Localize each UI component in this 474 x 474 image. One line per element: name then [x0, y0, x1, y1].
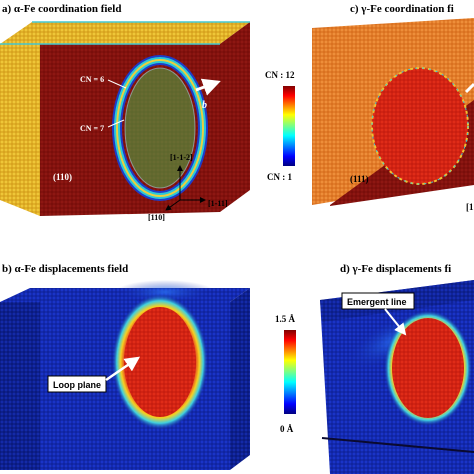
cn-colorbar: CN : 12 CN : 1	[265, 70, 295, 182]
a-cn7-label: CN = 7	[80, 124, 104, 133]
d-callout-label: Emergent line	[347, 297, 407, 307]
b-side-face	[230, 288, 250, 470]
b-end-face	[0, 302, 40, 470]
axes-triad: [1-1-2] [1-11] [110]	[148, 153, 228, 222]
a-plane-label: (110)	[53, 172, 72, 182]
cn-max-label: CN : 12	[265, 70, 295, 80]
axis-right-label: [1-11]	[208, 199, 228, 208]
a-burgers-arrow	[195, 78, 221, 96]
a-cn6-label: CN = 6	[80, 75, 104, 84]
a-end-face	[0, 44, 40, 216]
cn-gradient-bar	[283, 86, 295, 166]
c-loop-disc	[372, 68, 468, 184]
disp-colorbar: 1.5 Å 0 Å	[275, 314, 296, 434]
a-burgers-label: b	[202, 100, 207, 111]
b-callout-box	[47, 375, 107, 393]
panel-c: c) γ-Fe coordination fi (111) [1	[312, 3, 474, 212]
a-loop-disc	[125, 68, 195, 188]
c-edge-label: [1	[466, 202, 474, 212]
panel-b: b) α-Fe displacements field Loop plane	[0, 263, 250, 470]
a-top-face	[0, 22, 250, 44]
disp-min-label: 0 Å	[280, 424, 294, 434]
panel-d-title: d) γ-Fe displacements fi	[340, 263, 451, 275]
d-loop-disc	[392, 318, 464, 418]
disp-max-label: 1.5 Å	[275, 314, 296, 324]
b-callout-arrow	[105, 356, 141, 382]
d-callout-box	[341, 292, 415, 310]
panel-d: d) γ-Fe displacements fi Emergent line	[320, 263, 474, 474]
cn-min-label: CN : 1	[267, 172, 292, 182]
disp-gradient-bar	[284, 330, 296, 414]
axis-left-arrow	[165, 199, 181, 211]
d-callout-arrow	[384, 308, 407, 336]
panel-c-title: c) γ-Fe coordination fi	[350, 3, 454, 15]
panel-a-title: a) α-Fe coordination field	[2, 3, 122, 15]
axis-top-label: [1-1-2]	[170, 153, 193, 162]
b-loop-disc	[124, 307, 196, 417]
b-callout-label: Loop plane	[53, 380, 101, 390]
c-plane-label: (111)	[350, 174, 369, 184]
panel-a: a) α-Fe coordination field CN = 6 CN = 7…	[0, 3, 250, 216]
axis-left-label: [110]	[148, 213, 165, 222]
a-side-face	[220, 22, 250, 212]
panel-b-title: b) α-Fe displacements field	[2, 263, 128, 275]
